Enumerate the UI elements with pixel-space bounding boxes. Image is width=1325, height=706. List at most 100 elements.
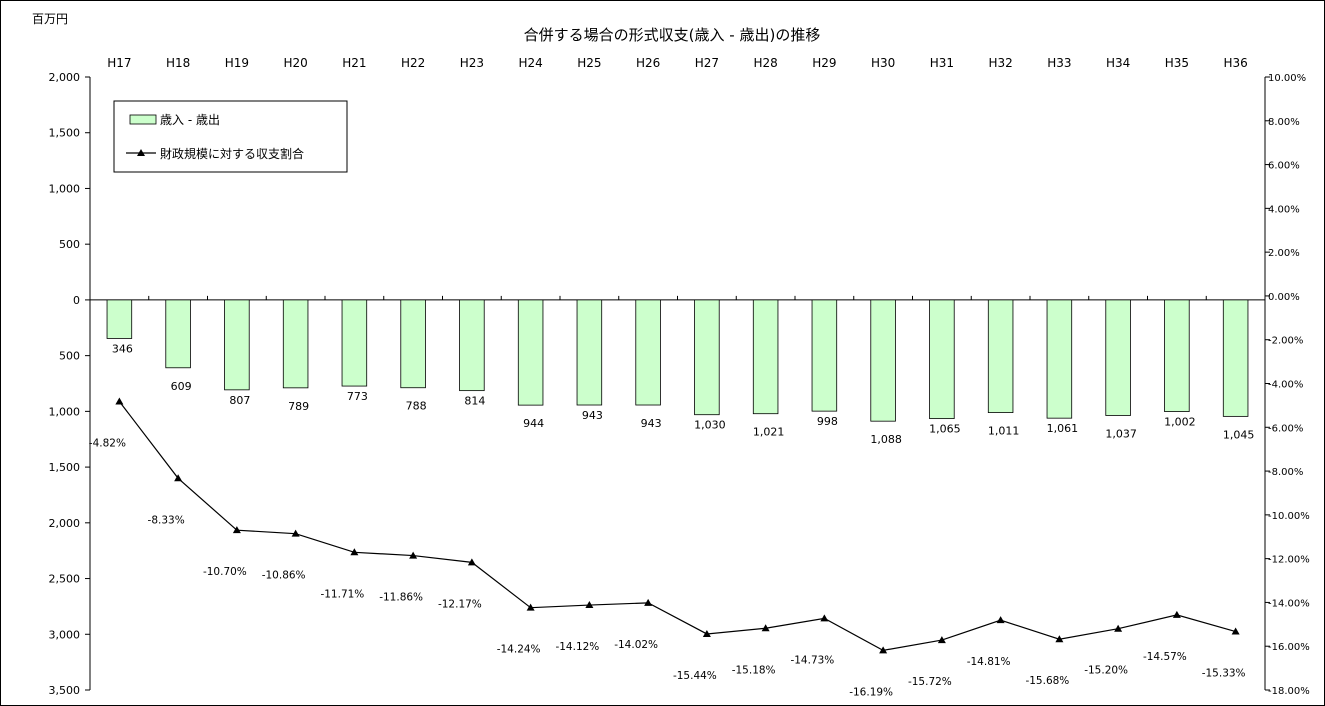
bar-data-label: 346 [112, 342, 133, 355]
line-data-label: -15.72% [908, 676, 952, 688]
bar [224, 299, 250, 391]
right-axis-tick-label: 6.00% [1268, 161, 1300, 172]
category-label: H36 [1223, 56, 1247, 70]
bar-series [106, 299, 1249, 422]
right-axis: 10.00% 8.00% 6.00% 4.00% 2.00% 0.00% -2.00% -4.… [1264, 73, 1310, 697]
left-axis-tick-label: 2,000 [49, 517, 81, 530]
right-axis-tick-label: -10.00% [1268, 511, 1310, 522]
line-marker [115, 397, 124, 405]
category-label: H29 [812, 56, 836, 70]
bar [635, 299, 661, 406]
bar [400, 299, 426, 389]
category-label: H19 [225, 56, 249, 70]
bar [1046, 299, 1073, 419]
left-axis-tick-label: 1,000 [49, 182, 81, 195]
left-axis-tick-label: 1,500 [49, 127, 81, 140]
right-axis-tick-label: 8.00% [1268, 117, 1300, 128]
line-marker [350, 548, 359, 556]
right-axis-tick-label: 4.00% [1268, 204, 1300, 215]
category-label: H23 [460, 56, 484, 70]
bar [987, 299, 1014, 413]
category-label: H24 [518, 56, 542, 70]
right-axis-tick-label: -18.00% [1268, 686, 1310, 697]
bar [694, 299, 720, 416]
category-label: H35 [1165, 56, 1189, 70]
line-data-label: -10.70% [203, 566, 247, 578]
legend-bar-label: 歳入 - 歳出 [160, 113, 220, 127]
bar [459, 299, 485, 392]
bar [517, 299, 544, 406]
left-axis-unit-label: 百万円 [32, 12, 68, 26]
bar [282, 299, 309, 389]
line-marker [644, 598, 653, 606]
line-data-label: -15.20% [1084, 665, 1128, 677]
line-series [115, 397, 1240, 654]
line-data-label: -14.12% [555, 641, 599, 653]
line-marker [526, 603, 535, 611]
left-axis-tick-label: 1,000 [49, 405, 81, 418]
right-axis-tick-label: -4.00% [1268, 380, 1303, 391]
right-axis-tick-label: -16.00% [1268, 642, 1310, 653]
bar-data-label: 1,030 [694, 419, 726, 432]
line-marker [1114, 624, 1123, 632]
left-axis-tick-label: 3,500 [49, 684, 81, 697]
bar-data-label: 1,088 [870, 433, 902, 446]
line-data-label: -11.86% [379, 592, 423, 604]
left-axis-tick-label: 2,500 [49, 573, 81, 586]
left-axis-tick-label: 500 [59, 238, 80, 251]
line-data-label: -15.33% [1202, 668, 1246, 680]
category-label: H17 [107, 56, 131, 70]
right-axis-tick-label: -2.00% [1268, 336, 1303, 347]
bar [1222, 299, 1249, 417]
bar-data-label: 814 [464, 395, 485, 408]
bar-data-label: 609 [171, 380, 192, 393]
line-path [118, 401, 1236, 652]
right-axis-tick-label: 2.00% [1268, 248, 1300, 259]
category-label: H18 [166, 56, 190, 70]
category-label: H32 [988, 56, 1012, 70]
category-label: H20 [283, 56, 307, 70]
bar [576, 299, 603, 406]
category-label: H26 [636, 56, 660, 70]
line-marker [761, 624, 770, 632]
right-axis-tick-label: -8.00% [1268, 467, 1303, 478]
left-axis-tick-label: 1,500 [49, 461, 81, 474]
bar-data-label: 807 [229, 394, 250, 407]
category-label: H33 [1047, 56, 1071, 70]
line-marker [702, 629, 711, 637]
legend-box [113, 100, 348, 173]
bar-data-label: 1,065 [929, 423, 961, 436]
line-data-label: -14.24% [497, 644, 541, 656]
line-marker [996, 616, 1005, 624]
bar-data-label: 1,037 [1105, 427, 1137, 440]
line-data-labels: -4.82% -8.33% -10.70% -10.86% -11.71% -11.86%… [89, 437, 1246, 698]
legend-line-label: 財政規模に対する収支割合 [160, 146, 304, 161]
line-data-label: -14.81% [967, 656, 1011, 668]
left-axis-tick-label: 500 [59, 350, 80, 363]
bar-data-label: 944 [523, 417, 544, 430]
line-marker [467, 558, 476, 566]
line-marker [585, 601, 594, 609]
left-axis-tick-label: 0 [73, 294, 80, 307]
line-data-label: -4.82% [89, 437, 126, 449]
left-axis-tick-label: 3,000 [49, 628, 81, 641]
bar-data-label: 1,021 [753, 426, 785, 439]
category-labels: H17 H18 H19 H20 H21 H22 H23 H24 H25 H26 H27 H28 H29 H… [107, 56, 1248, 70]
bar-data-label: 998 [817, 415, 838, 428]
bar-data-label: 1,061 [1047, 422, 1079, 435]
bar [929, 299, 955, 420]
right-axis-tick-label: -14.00% [1268, 598, 1310, 609]
bar-data-label: 1,002 [1164, 416, 1196, 429]
category-label: H22 [401, 56, 425, 70]
line-marker [820, 614, 829, 622]
line-marker [879, 646, 888, 654]
category-label: H28 [753, 56, 777, 70]
bar-data-label: 788 [406, 400, 427, 413]
bar [165, 299, 191, 369]
left-axis-tick-label: 2,000 [49, 71, 81, 84]
line-data-label: -15.68% [1025, 675, 1069, 687]
bar [1105, 299, 1131, 416]
category-label: H25 [577, 56, 601, 70]
line-marker [1055, 635, 1064, 643]
line-marker [291, 529, 300, 537]
